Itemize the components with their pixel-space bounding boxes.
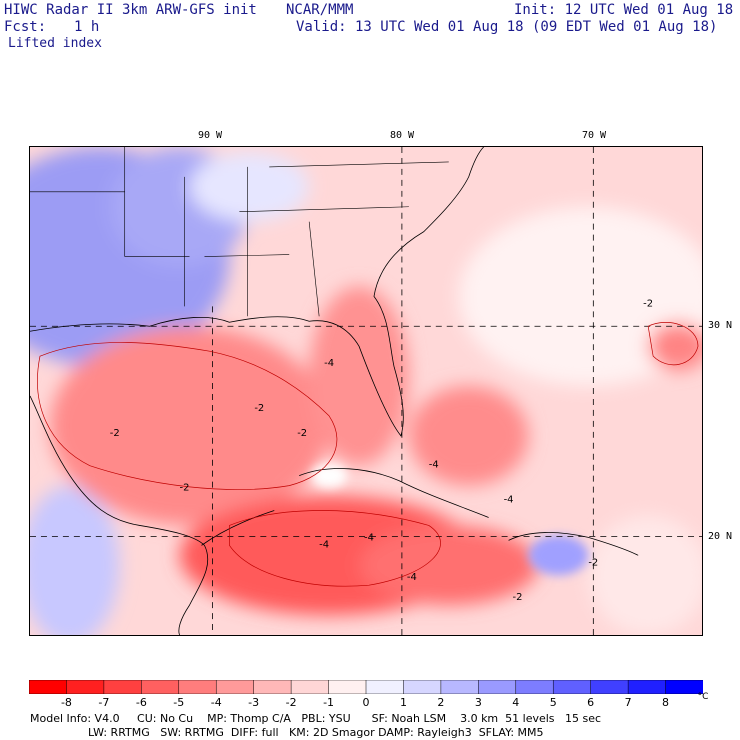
- model-title: HIWC Radar II 3km ARW-GFS init: [4, 2, 257, 18]
- colorbar-tick-label: -2: [285, 696, 297, 709]
- bahamas-red: [408, 386, 529, 486]
- contour-label: -4: [429, 460, 439, 471]
- colorbar-tick-label: 6: [587, 696, 595, 709]
- colorbar-swatch: [515, 680, 554, 694]
- colorbar-tick-label: 0: [362, 696, 370, 709]
- contour-label-group: -2 -2 -2 -2 -4 -4 -4 -4 -4 -2 -4 -2 -2: [110, 298, 653, 603]
- contour-label: -2: [180, 483, 190, 494]
- colorbar-tick-label: 1: [399, 696, 407, 709]
- colorbar-swatch: [403, 680, 442, 694]
- contour-label: -4: [364, 532, 374, 543]
- colorbar-swatch: [290, 680, 330, 694]
- contour-label: -2: [513, 592, 523, 603]
- colorbar-swatch: [328, 680, 367, 694]
- contour-label: -2: [110, 428, 120, 439]
- lon-label-80w: 80 W: [390, 130, 415, 141]
- colorbar-swatch: [66, 680, 105, 694]
- footer-model-info: Model Info: V4.0 CU: No Cu MP: Thomp C/A…: [30, 712, 602, 725]
- contours: [37, 322, 699, 587]
- colorbar-swatch: [478, 680, 517, 694]
- colorbar-swatch: [253, 680, 292, 694]
- white-atlantic: [458, 206, 702, 386]
- white-atlantic-south: [588, 515, 702, 635]
- cuba-white: [311, 463, 348, 488]
- colorbar-swatch: [29, 680, 68, 694]
- contour-label: -2: [297, 428, 307, 439]
- colorbar-tick-label: -6: [135, 696, 147, 709]
- east-red-spot: [648, 322, 702, 371]
- contour-label: -4: [319, 539, 329, 550]
- contour-label: -4: [324, 358, 334, 369]
- light-blue-tennessee: [189, 151, 310, 222]
- contour-label: -4: [407, 572, 417, 583]
- colorbar-tick-label: 8: [662, 696, 670, 709]
- colorbar-unit: °C: [697, 692, 709, 702]
- contour-label: -4: [504, 495, 514, 506]
- contour-label: -2: [588, 557, 598, 568]
- contour-label: -2: [643, 298, 653, 309]
- contour-label: -2: [254, 403, 264, 414]
- lon-label-90w: 90 W: [198, 130, 223, 141]
- lat-label-30n: 30 N: [708, 320, 733, 331]
- colorbar-swatch: [215, 680, 255, 694]
- lon-label-70w: 70 W: [582, 130, 607, 141]
- colorbar-tick-label: 4: [512, 696, 520, 709]
- colorbar-swatch: [665, 680, 703, 694]
- colorbar-swatch: [141, 680, 180, 694]
- light-blue-southwest: [30, 485, 120, 635]
- colorbar-swatch: [440, 680, 480, 694]
- colorbar: [29, 680, 703, 694]
- valid-time: Valid: 13 UTC Wed 01 Aug 18 (09 EDT Wed …: [296, 19, 718, 35]
- colorbar-swatch: [627, 680, 667, 694]
- lat-label-20n: 20 N: [708, 531, 733, 542]
- colorbar-tick-label: -7: [98, 696, 110, 709]
- colorbar-tick-label: -4: [210, 696, 222, 709]
- lifted-index-map: -2 -2 -2 -2 -4 -4 -4 -4 -4 -2 -4 -2 -2: [29, 146, 703, 636]
- caribbean-red-east: [359, 525, 539, 606]
- colorbar-tick-label: -5: [173, 696, 185, 709]
- colorbar-swatch: [552, 680, 592, 694]
- colorbar-tick-label: -1: [323, 696, 335, 709]
- org-label: NCAR/MMM: [286, 2, 354, 18]
- colorbar-swatch: [365, 680, 405, 694]
- colorbar-swatch: [178, 680, 217, 694]
- colorbar-tick-label: 7: [624, 696, 632, 709]
- gulf-red: [49, 326, 330, 526]
- florida-red: [309, 286, 409, 466]
- state-borders: [30, 147, 449, 317]
- colorbar-tick-label: 5: [549, 696, 557, 709]
- colorbar-swatch: [103, 680, 143, 694]
- colorbar-tick-label: -3: [248, 696, 260, 709]
- fcst-label: Fcst:: [4, 19, 47, 35]
- hispaniola-blue: [528, 535, 589, 576]
- colorbar-tick-label: -8: [60, 696, 72, 709]
- field-name: Lifted index: [8, 36, 102, 51]
- colorbar-tick-label: 3: [474, 696, 482, 709]
- coastlines: [30, 147, 639, 635]
- colorbar-swatch: [590, 680, 629, 694]
- init-time: Init: 12 UTC Wed 01 Aug 18: [514, 2, 734, 18]
- fcst-value: 1 h: [74, 19, 100, 35]
- colorbar-tick-label: 2: [437, 696, 445, 709]
- footer-physics-info: LW: RRTMG SW: RRTMG DIFF: full KM: 2D Sm…: [88, 726, 544, 739]
